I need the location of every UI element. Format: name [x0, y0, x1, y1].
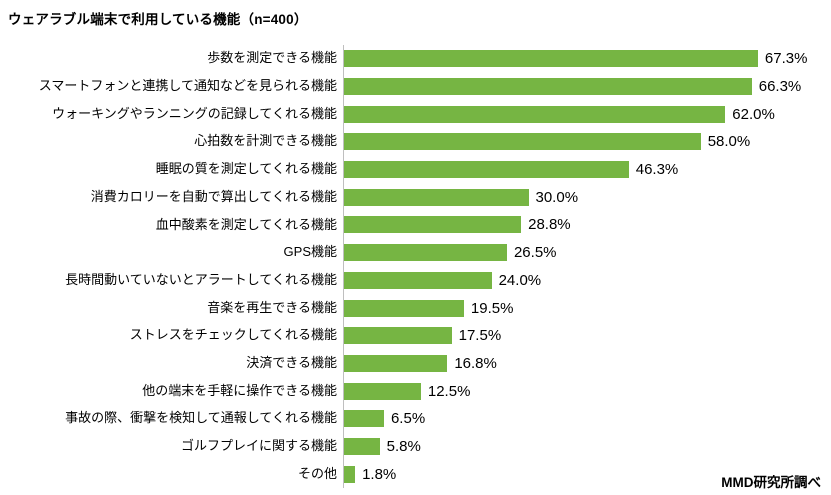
bar: [344, 271, 492, 289]
chart-row: ストレスをチェックしてくれる機能 17.5%: [8, 321, 823, 350]
bar: [344, 354, 448, 372]
plot-area: 46.3%: [343, 155, 823, 184]
value-label: 5.8%: [386, 437, 421, 455]
category-label: 事故の際、衝撃を検知して通報してくれる機能: [65, 410, 337, 426]
value-label: 1.8%: [362, 465, 397, 483]
bar-chart: 歩数を測定できる機能 67.3% スマートフォンと連携して通知などを見られる機能…: [8, 45, 823, 488]
plot-area: 6.5%: [343, 404, 823, 433]
plot-area: 66.3%: [343, 72, 823, 101]
category-label: ウォーキングやランニングの記録してくれる機能: [52, 105, 337, 121]
value-label: 6.5%: [390, 410, 426, 428]
category-label: 音楽を再生できる機能: [207, 299, 337, 315]
plot-area: 26.5%: [343, 238, 823, 267]
chart-row: 消費カロリーを自動で算出してくれる機能 30.0%: [8, 183, 823, 212]
category-label: GPS機能: [283, 244, 337, 260]
bar: [344, 161, 629, 179]
chart-row: 音楽を再生できる機能 19.5%: [8, 294, 823, 322]
chart-row: ウォーキングやランニングの記録してくれる機能 62.0%: [8, 100, 823, 129]
chart-row: GPS機能 26.5%: [8, 238, 823, 267]
chart-row: 決済できる機能 16.8%: [8, 349, 823, 378]
category-label: ゴルフプレイに関する機能: [180, 438, 337, 453]
category-label: 決済できる機能: [246, 354, 337, 370]
plot-area: 19.5%: [343, 294, 823, 322]
plot-area: 16.8%: [343, 349, 823, 378]
category-label: 他の端末を手軽に操作できる機能: [142, 382, 337, 398]
bar: [344, 50, 758, 68]
value-label: 30.0%: [535, 188, 579, 206]
value-label: 16.8%: [454, 354, 497, 372]
value-label: 62.0%: [732, 105, 775, 123]
plot-area: 30.0%: [343, 183, 823, 212]
chart-row: 他の端末を手軽に操作できる機能 12.5%: [8, 377, 823, 405]
value-label: 19.5%: [470, 299, 514, 317]
chart-title: ウェアラブル端末で利用している機能（n=400）: [8, 12, 308, 27]
chart-row: その他 1.8%: [8, 460, 823, 488]
bar: [344, 244, 507, 262]
value-label: 12.5%: [427, 382, 471, 400]
category-label: その他: [297, 465, 337, 481]
bar: [344, 216, 522, 234]
bar: [344, 410, 384, 428]
bar: [344, 437, 380, 455]
chart-row: 長時間動いていないとアラートしてくれる機能 24.0%: [8, 266, 823, 295]
plot-area: 17.5%: [343, 321, 823, 350]
plot-area: 5.8%: [343, 432, 823, 461]
bar: [344, 465, 356, 483]
chart-row: スマートフォンと連携して通知などを見られる機能 66.3%: [8, 72, 823, 101]
value-label: 26.5%: [513, 244, 557, 262]
value-label: 67.3%: [764, 50, 808, 68]
plot-area: 28.8%: [343, 211, 823, 239]
chart-row: 睡眠の質を測定してくれる機能 46.3%: [8, 155, 823, 184]
bar: [344, 382, 421, 400]
plot-area: 24.0%: [343, 266, 823, 295]
bar: [344, 327, 452, 345]
category-label: 心拍数を計測できる機能: [194, 133, 337, 149]
chart-row: 血中酸素を測定してくれる機能 28.8%: [8, 211, 823, 239]
plot-area: 12.5%: [343, 377, 823, 405]
bar: [344, 188, 529, 206]
bar: [344, 133, 701, 151]
chart-row: 心拍数を計測できる機能 58.0%: [8, 128, 823, 156]
category-label: スマートフォンと連携して通知などを見られる機能: [38, 78, 337, 94]
category-label: ストレスをチェックしてくれる機能: [129, 327, 337, 343]
chart-row: ゴルフプレイに関する機能 5.8%: [8, 432, 823, 461]
source-credit: MMD研究所調べ: [721, 475, 821, 490]
value-label: 58.0%: [707, 133, 751, 151]
value-label: 24.0%: [498, 271, 542, 289]
plot-area: 62.0%: [343, 100, 823, 129]
category-label: 消費カロリーを自動で算出してくれる機能: [90, 188, 337, 204]
plot-area: 1.8%: [343, 460, 823, 488]
category-label: 歩数を測定できる機能: [207, 50, 337, 66]
bar: [344, 105, 726, 123]
value-label: 17.5%: [458, 327, 502, 345]
plot-area: 67.3%: [343, 45, 823, 73]
chart-row: 歩数を測定できる機能 67.3%: [8, 45, 823, 73]
plot-area: 58.0%: [343, 128, 823, 156]
category-label: 血中酸素を測定してくれる機能: [155, 216, 337, 232]
category-label: 睡眠の質を測定してくれる機能: [155, 161, 337, 177]
bar: [344, 299, 464, 317]
category-label: 長時間動いていないとアラートしてくれる機能: [65, 271, 337, 287]
chart-row: 事故の際、衝撃を検知して通報してくれる機能 6.5%: [8, 404, 823, 433]
bar: [344, 78, 752, 96]
value-label: 46.3%: [635, 161, 679, 179]
value-label: 66.3%: [758, 78, 802, 96]
value-label: 28.8%: [528, 216, 571, 234]
